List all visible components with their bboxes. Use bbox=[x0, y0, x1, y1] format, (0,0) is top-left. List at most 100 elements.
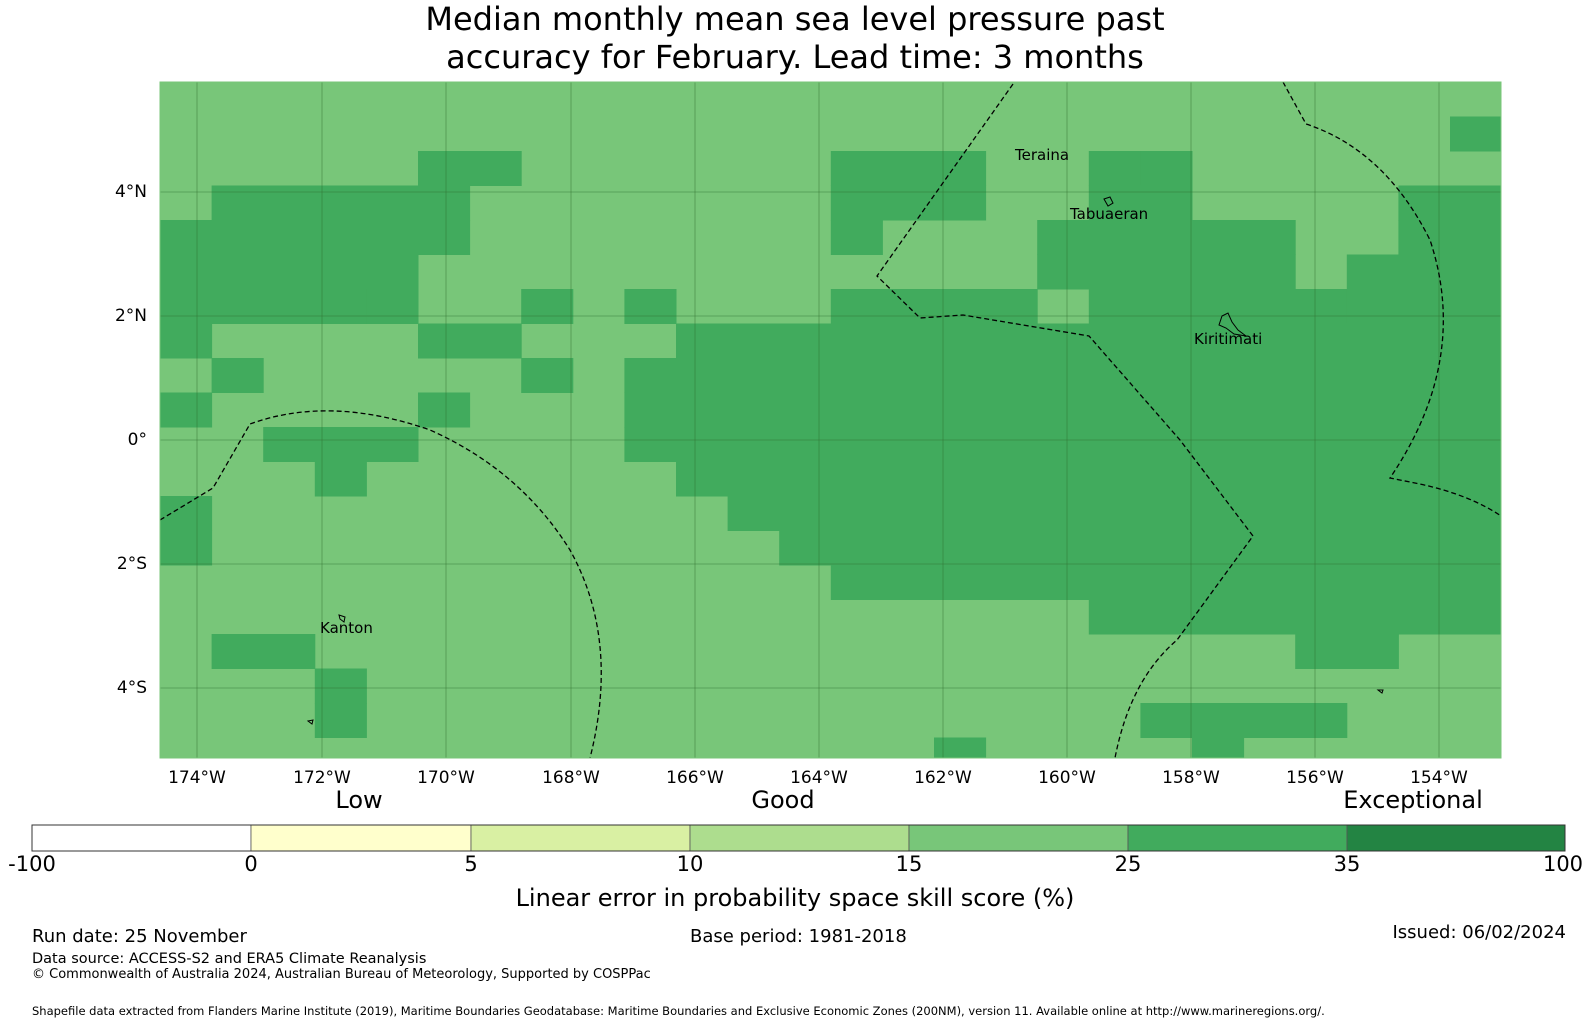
skill-cell-high bbox=[1037, 254, 1296, 290]
eez-boundary-kanton bbox=[160, 410, 602, 758]
eez-boundaries bbox=[160, 82, 1501, 758]
colorbar-segment bbox=[908, 824, 1129, 852]
skill-cell-high bbox=[314, 703, 367, 738]
colorbar bbox=[31, 824, 1566, 852]
skill-cell-high bbox=[211, 358, 264, 393]
skill-cell-high bbox=[1398, 185, 1501, 221]
skill-cell-high bbox=[160, 323, 213, 359]
skill-cell-high bbox=[934, 737, 987, 758]
skill-cell-high bbox=[624, 427, 1501, 462]
skill-cell-high bbox=[779, 530, 1501, 566]
issued-date: Issued: 06/02/2024 bbox=[1392, 922, 1566, 943]
colorbar-category-exceptional: Exceptional bbox=[1343, 786, 1483, 814]
place-label-kanton: Kanton bbox=[320, 619, 373, 637]
colorbar-category-good: Good bbox=[751, 786, 815, 814]
skill-cell-high bbox=[830, 151, 987, 186]
skill-cell-high bbox=[314, 461, 367, 497]
skill-cell-high bbox=[1140, 151, 1193, 186]
skill-cell-high bbox=[1088, 151, 1141, 186]
colorbar-category-low: Low bbox=[335, 786, 383, 814]
skill-cell-high bbox=[1295, 634, 1399, 669]
skill-cell-high bbox=[521, 358, 574, 393]
skill-cell-high bbox=[418, 151, 522, 186]
map-frame bbox=[159, 81, 1502, 759]
lon-label-166w: 166°W bbox=[666, 768, 724, 788]
lon-label-160w: 160°W bbox=[1038, 768, 1096, 788]
skill-cell-high bbox=[366, 289, 419, 324]
lon-label-156w: 156°W bbox=[1286, 768, 1344, 788]
shapefile-credit: Shapefile data extracted from Flanders M… bbox=[32, 1004, 1325, 1018]
colorbar-tick: 25 bbox=[1114, 852, 1142, 876]
skill-cell-high bbox=[211, 185, 471, 221]
skill-cell-high bbox=[830, 220, 883, 255]
lon-label-170w: 170°W bbox=[417, 768, 475, 788]
place-label-kiritimati: Kiritimati bbox=[1194, 330, 1263, 348]
title-line-1: Median monthly mean sea level pressure p… bbox=[425, 0, 1165, 38]
colorbar-title: Linear error in probability space skill … bbox=[515, 884, 1075, 912]
colorbar-segment bbox=[470, 824, 691, 852]
colorbar-segment bbox=[31, 824, 252, 852]
skill-cell-high bbox=[1346, 254, 1501, 290]
skill-cell-high bbox=[1088, 289, 1348, 324]
lon-label-174w: 174°W bbox=[168, 768, 226, 788]
skill-cell-high bbox=[160, 496, 213, 531]
lon-label-172w: 172°W bbox=[293, 768, 351, 788]
run-date: Run date: 25 November bbox=[32, 926, 247, 947]
lat-label-2s: 2°S bbox=[116, 554, 147, 574]
skill-cell-high bbox=[830, 565, 1501, 600]
skill-cell-high bbox=[263, 427, 419, 462]
colorbar-tick: 0 bbox=[244, 852, 258, 876]
colorbar-tick: -100 bbox=[8, 852, 56, 876]
coastline-kanton bbox=[338, 614, 346, 623]
colorbar-segment bbox=[1127, 824, 1348, 852]
skill-cell-high bbox=[160, 220, 471, 255]
skill-cell-high bbox=[160, 530, 213, 566]
colorbar-tick: 15 bbox=[895, 852, 923, 876]
coastline-islet-1 bbox=[306, 719, 314, 725]
copyright: © Commonwealth of Australia 2024, Austra… bbox=[32, 967, 651, 982]
coastline-kiritimati bbox=[1218, 312, 1247, 337]
lon-label-154w: 154°W bbox=[1410, 768, 1468, 788]
skill-cell-high bbox=[160, 289, 367, 324]
eez-boundary-east bbox=[1282, 82, 1501, 517]
coastline-tabuaeran bbox=[1103, 196, 1114, 207]
colorbar-segment bbox=[250, 824, 472, 852]
lat-label-0: 0° bbox=[127, 430, 147, 450]
data-source: Data source: ACCESS-S2 and ERA5 Climate … bbox=[32, 951, 427, 967]
colorbar-segment bbox=[1346, 824, 1566, 852]
skill-cell-high bbox=[160, 392, 213, 428]
place-label-teraina: Teraina bbox=[1015, 146, 1070, 164]
colorbar-tick: 10 bbox=[676, 852, 704, 876]
skill-cell-high bbox=[1140, 703, 1348, 738]
lon-label-158w: 158°W bbox=[1162, 768, 1220, 788]
colorbar-frame bbox=[31, 824, 1566, 852]
skill-cell-high bbox=[1088, 599, 1501, 635]
skill-cell-high bbox=[1450, 116, 1501, 152]
title-line-2: accuracy for February. Lead time: 3 mont… bbox=[446, 38, 1144, 76]
skill-cell-high bbox=[160, 254, 419, 290]
skill-cell-high bbox=[830, 289, 1038, 324]
coastlines bbox=[306, 196, 1384, 725]
coastline-islet-2 bbox=[1376, 689, 1384, 694]
eez-boundary-line-islands bbox=[876, 83, 1254, 758]
skill-cell-high bbox=[1037, 220, 1296, 255]
colorbar-tick: 100 bbox=[1542, 852, 1584, 876]
skill-cell-high bbox=[676, 323, 1501, 359]
skill-cell-high bbox=[624, 392, 1501, 428]
colorbar-segment bbox=[689, 824, 910, 852]
chart-title: Median monthly mean sea level pressure p… bbox=[0, 0, 1590, 76]
colorbar-tick: 5 bbox=[464, 852, 478, 876]
lon-label-168w: 168°W bbox=[542, 768, 600, 788]
skill-cell-high bbox=[624, 289, 677, 324]
colorbar-tick: 35 bbox=[1333, 852, 1361, 876]
skill-cell-high bbox=[418, 392, 471, 428]
skill-cell-high bbox=[211, 634, 316, 669]
graticule bbox=[160, 82, 1501, 758]
skill-cell-high bbox=[624, 358, 1501, 393]
base-period: Base period: 1981-2018 bbox=[690, 926, 907, 947]
skill-cell-high bbox=[727, 496, 1501, 531]
lat-label-4s: 4°S bbox=[116, 678, 147, 698]
lat-label-4n: 4°N bbox=[114, 182, 147, 202]
place-label-tabuaeran: Tabuaeran bbox=[1070, 205, 1149, 223]
